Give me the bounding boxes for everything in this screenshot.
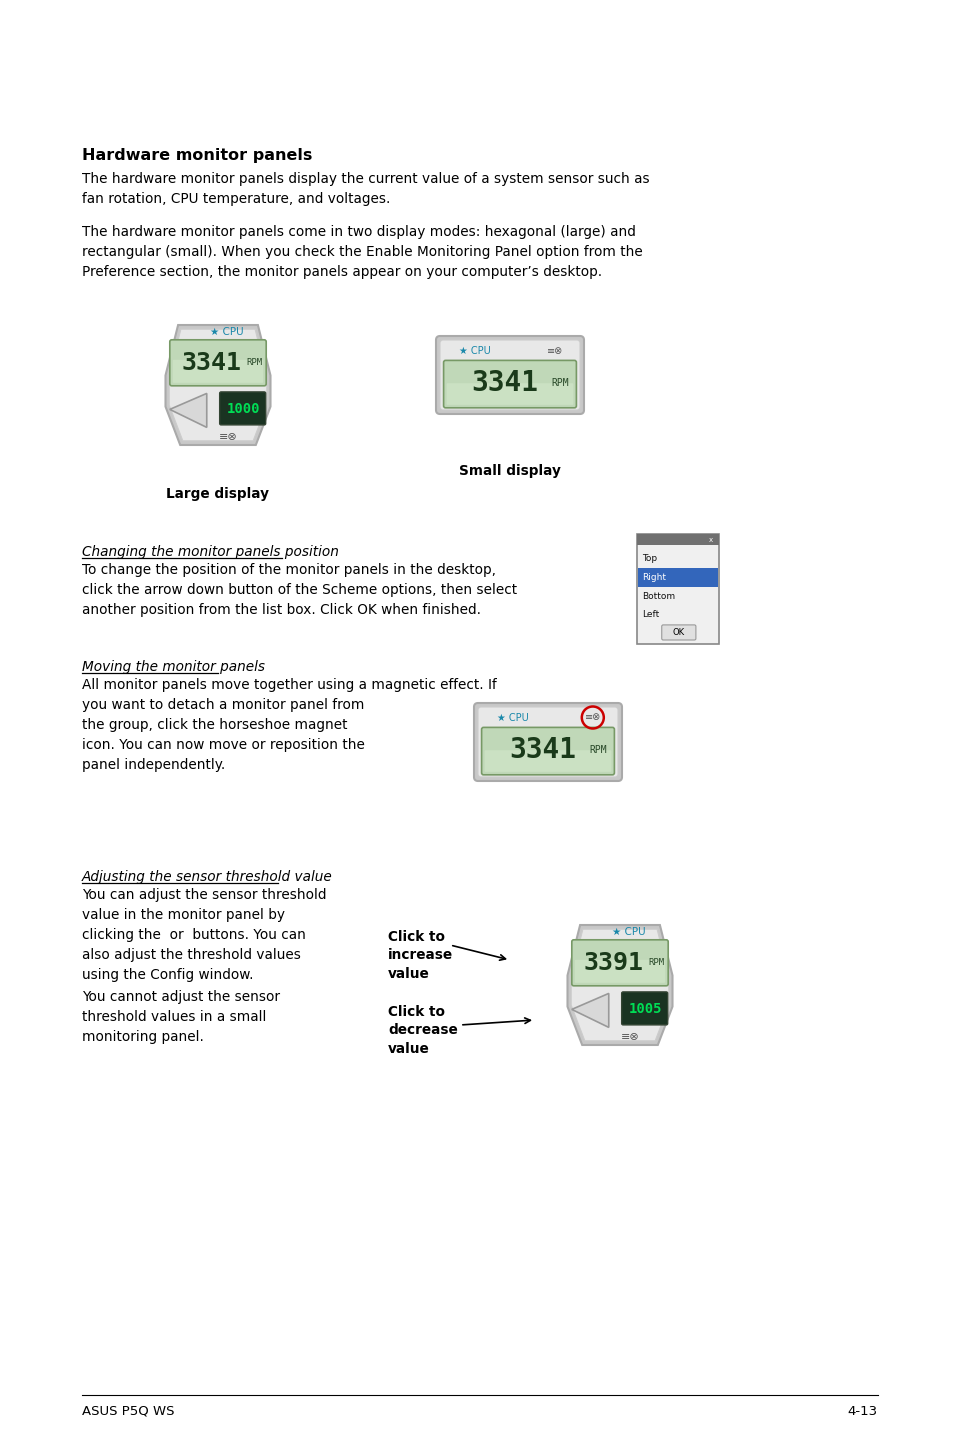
Polygon shape: [170, 394, 207, 427]
Text: ★ CPU: ★ CPU: [458, 345, 491, 355]
FancyBboxPatch shape: [477, 707, 618, 777]
Polygon shape: [169, 329, 267, 441]
FancyBboxPatch shape: [446, 384, 573, 406]
Text: Bottom: Bottom: [641, 591, 675, 601]
FancyBboxPatch shape: [637, 533, 719, 644]
Text: The hardware monitor panels display the current value of a system sensor such as: The hardware monitor panels display the …: [82, 173, 649, 206]
Text: OK: OK: [672, 628, 684, 637]
Text: Right: Right: [641, 572, 665, 582]
Polygon shape: [571, 994, 608, 1027]
Text: 1005: 1005: [628, 1002, 661, 1017]
FancyBboxPatch shape: [621, 992, 667, 1025]
Polygon shape: [571, 929, 668, 1041]
Text: 3391: 3391: [583, 951, 643, 975]
FancyBboxPatch shape: [172, 360, 263, 383]
Text: ≡⊗: ≡⊗: [219, 431, 237, 441]
Polygon shape: [567, 925, 672, 1045]
Text: ≡⊗: ≡⊗: [546, 345, 562, 355]
Text: To change the position of the monitor panels in the desktop,
click the arrow dow: To change the position of the monitor pa…: [82, 564, 517, 617]
FancyBboxPatch shape: [474, 703, 621, 781]
Text: The hardware monitor panels come in two display modes: hexagonal (large) and
rec: The hardware monitor panels come in two …: [82, 224, 642, 279]
FancyBboxPatch shape: [661, 626, 695, 640]
Text: ★ CPU: ★ CPU: [497, 712, 528, 722]
FancyBboxPatch shape: [436, 336, 583, 414]
Text: ★ CPU: ★ CPU: [611, 928, 644, 938]
Text: All monitor panels move together using a magnetic effect. If
you want to detach : All monitor panels move together using a…: [82, 677, 497, 772]
Text: 3341: 3341: [508, 736, 576, 765]
FancyBboxPatch shape: [170, 339, 266, 385]
FancyBboxPatch shape: [637, 533, 719, 545]
Text: x: x: [708, 536, 712, 542]
FancyBboxPatch shape: [638, 568, 718, 587]
Text: You cannot adjust the sensor
threshold values in a small
monitoring panel.: You cannot adjust the sensor threshold v…: [82, 989, 280, 1044]
Text: ≡⊗: ≡⊗: [620, 1031, 639, 1041]
Text: 3341: 3341: [181, 351, 241, 375]
Text: Left: Left: [641, 610, 659, 620]
FancyBboxPatch shape: [484, 751, 611, 772]
Text: ★ CPU: ★ CPU: [210, 328, 243, 336]
Text: Large display: Large display: [167, 487, 269, 500]
Text: Click to
decrease
value: Click to decrease value: [388, 1005, 457, 1055]
FancyBboxPatch shape: [481, 728, 614, 775]
Text: 4-13: 4-13: [847, 1405, 877, 1418]
Text: RPM: RPM: [247, 358, 262, 367]
FancyBboxPatch shape: [575, 959, 664, 982]
Text: 3341: 3341: [471, 370, 537, 397]
Text: RPM: RPM: [551, 378, 569, 388]
Text: RPM: RPM: [589, 745, 606, 755]
Text: ASUS P5Q WS: ASUS P5Q WS: [82, 1405, 174, 1418]
FancyBboxPatch shape: [219, 393, 266, 424]
Text: Small display: Small display: [458, 464, 560, 477]
FancyBboxPatch shape: [443, 361, 576, 408]
FancyBboxPatch shape: [571, 940, 667, 986]
Text: Moving the monitor panels: Moving the monitor panels: [82, 660, 265, 674]
Text: Adjusting the sensor threshold value: Adjusting the sensor threshold value: [82, 870, 333, 884]
Text: 1000: 1000: [226, 403, 259, 416]
Polygon shape: [165, 325, 271, 444]
FancyBboxPatch shape: [439, 339, 579, 410]
Text: ≡⊗: ≡⊗: [584, 712, 600, 722]
Text: Hardware monitor panels: Hardware monitor panels: [82, 148, 312, 162]
Text: Changing the monitor panels position: Changing the monitor panels position: [82, 545, 338, 559]
Text: RPM: RPM: [648, 958, 664, 968]
Text: You can adjust the sensor threshold
value in the monitor panel by
clicking the  : You can adjust the sensor threshold valu…: [82, 889, 326, 982]
Text: Click to
increase
value: Click to increase value: [388, 930, 453, 981]
Text: Top: Top: [641, 554, 657, 564]
